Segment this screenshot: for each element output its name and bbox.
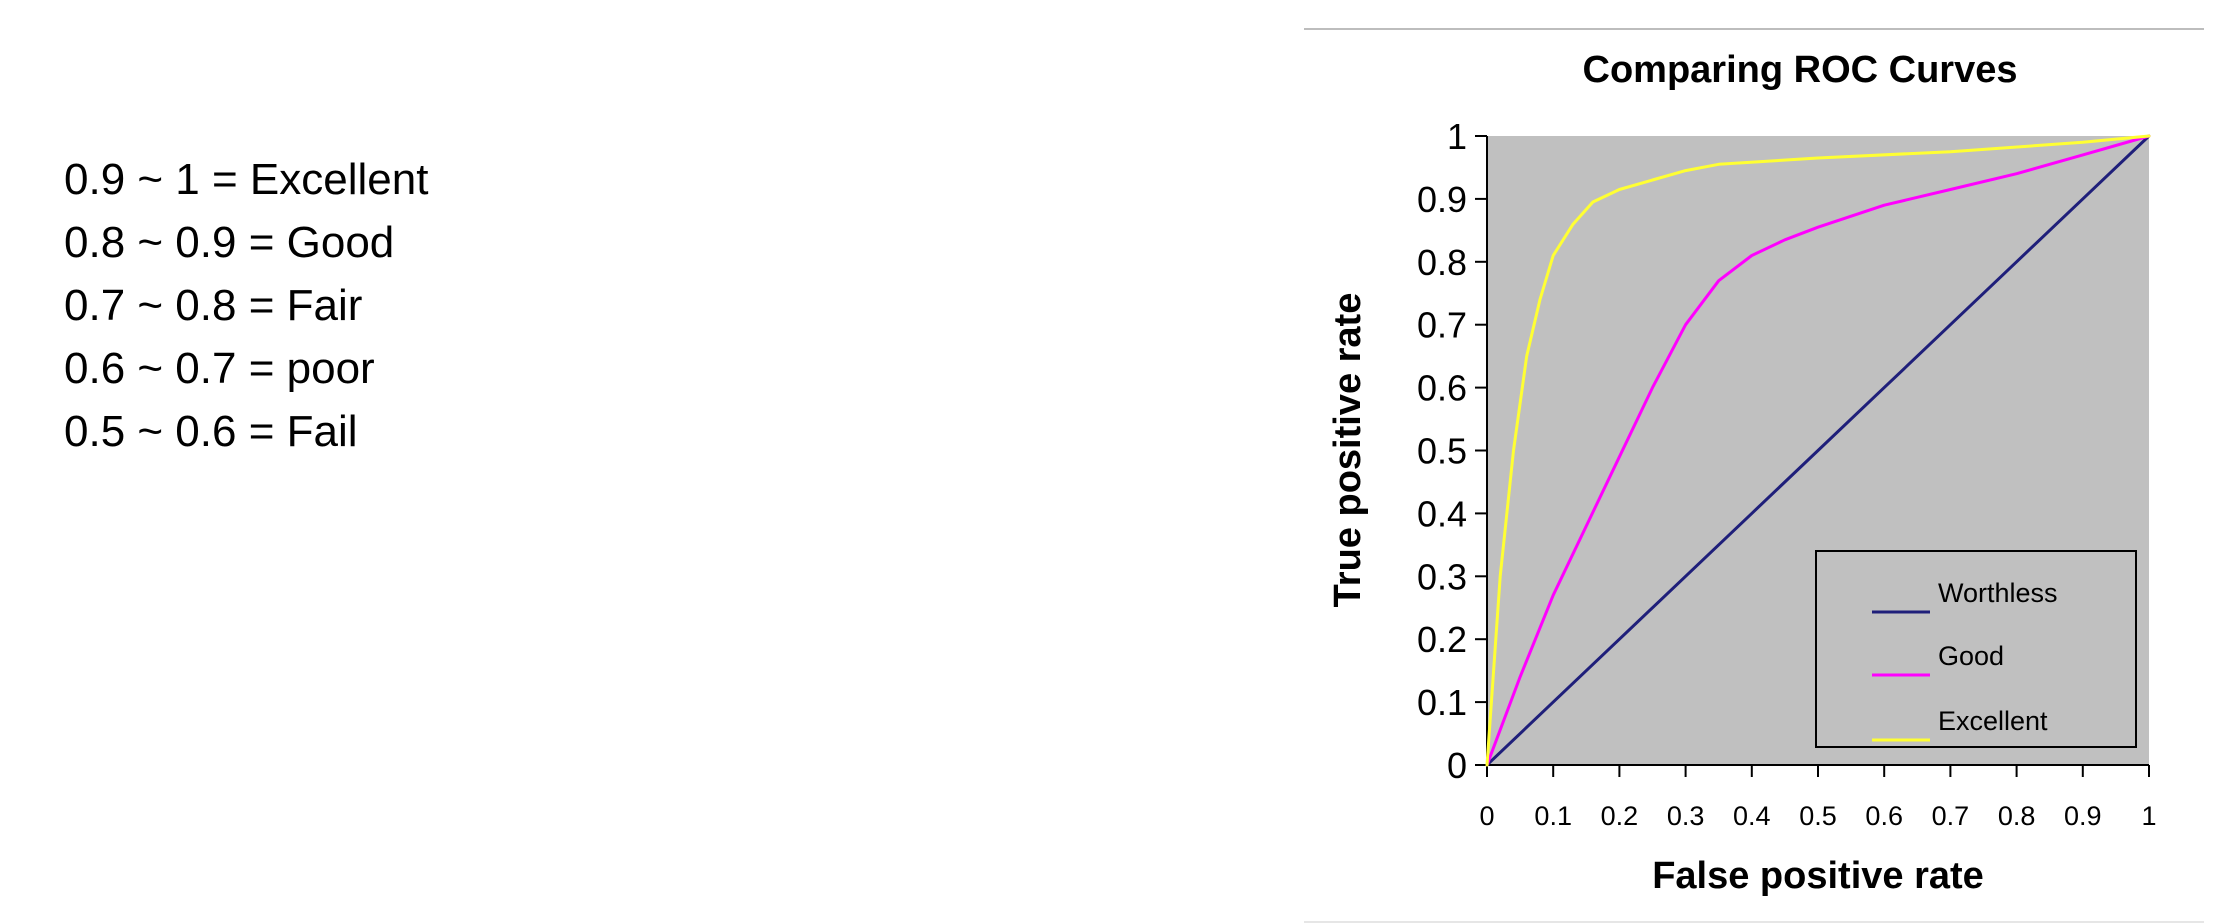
roc-chart-panel: Comparing ROC Curves 0 0.1 0.2 0.3 0.4 0.5 0.6… — [1304, 28, 2204, 924]
scale-line-good: 0.8 ~ 0.9 = Good — [64, 218, 395, 267]
legend-box — [1815, 550, 2137, 748]
y-axis-ticks: 0 0.1 0.2 0.3 0.4 0.5 0.6 0.7 0.8 0.9 1 — [1417, 116, 1487, 786]
y-tick-label: 0.1 — [1417, 682, 1467, 723]
y-tick-label: 0.9 — [1417, 179, 1467, 220]
roc-chart: Comparing ROC Curves 0 0.1 0.2 0.3 0.4 0.5 0.6… — [1304, 28, 2204, 923]
scale-line-fair: 0.7 ~ 0.8 = Fair — [64, 281, 363, 330]
y-tick-label: 0.2 — [1417, 619, 1467, 660]
y-tick-label: 0.6 — [1417, 368, 1467, 409]
series-line-worthless — [1485, 134, 2151, 767]
x-tick-label: 0.3 — [1667, 801, 1705, 831]
x-tick-label: 0.9 — [2064, 801, 2102, 831]
scale-line-poor: 0.6 ~ 0.7 = poor — [64, 344, 375, 393]
scale-line-fail: 0.5 ~ 0.6 = Fail — [64, 407, 358, 456]
y-tick-label: 0.5 — [1417, 431, 1467, 472]
series-lines — [1485, 134, 2151, 767]
chart-title: Comparing ROC Curves — [1583, 49, 2018, 91]
scale-line-excellent: 0.9 ~ 1 = Excellent — [64, 155, 429, 204]
y-tick-label: 0 — [1447, 745, 1467, 786]
y-tick-label: 0.7 — [1417, 305, 1467, 346]
legend: Worthless Good Excellent — [1872, 578, 2058, 742]
y-tick-label: 0.8 — [1417, 242, 1467, 283]
x-axis-ticks: 0 0.1 0.2 0.3 0.4 0.5 0.6 0.7 0.8 0.9 1 — [1479, 765, 2157, 831]
x-tick-label: 0.1 — [1534, 801, 1572, 831]
y-tick-label: 1 — [1447, 116, 1467, 157]
x-tick-label: 0.7 — [1932, 801, 1970, 831]
y-tick-label: 0.3 — [1417, 556, 1467, 597]
legend-label-good: Good — [1938, 641, 2004, 671]
x-tick-label: 0.6 — [1865, 801, 1903, 831]
x-tick-label: 0 — [1479, 801, 1494, 831]
x-tick-label: 0.8 — [1998, 801, 2036, 831]
x-tick-label: 0.2 — [1601, 801, 1639, 831]
series-line-excellent — [1485, 134, 2151, 767]
x-tick-label: 0.4 — [1733, 801, 1771, 831]
y-tick-label: 0.4 — [1417, 493, 1467, 534]
y-axis-title: True positive rate — [1327, 293, 1369, 608]
auc-grading-scale: 0.9 ~ 1 = Excellent 0.8 ~ 0.9 = Good 0.7… — [64, 148, 428, 463]
x-axis-title: False positive rate — [1652, 855, 1984, 897]
legend-label-worthless: Worthless — [1938, 578, 2058, 608]
series-line-good — [1485, 134, 2151, 767]
legend-label-excellent: Excellent — [1938, 706, 2048, 736]
x-tick-label: 0.5 — [1799, 801, 1837, 831]
x-tick-label: 1 — [2141, 801, 2156, 831]
